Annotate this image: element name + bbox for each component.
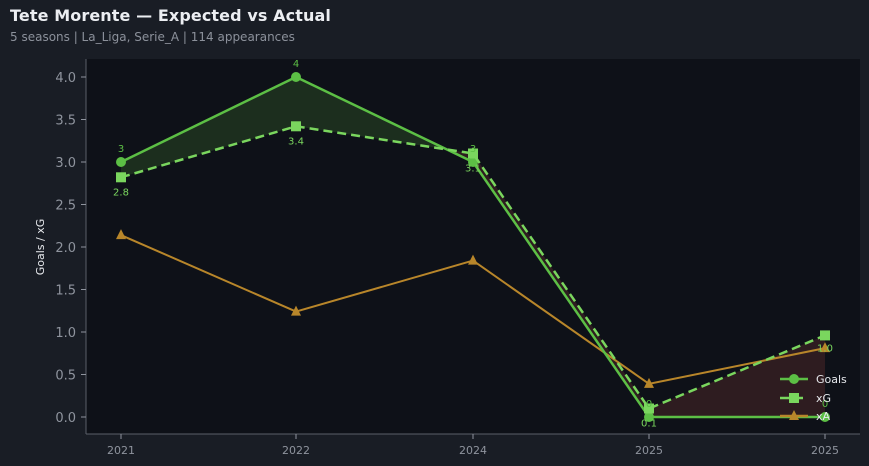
legend-circle-icon [789, 374, 799, 384]
goals-data-label: 3 [118, 144, 124, 155]
xg-marker-square-icon [116, 172, 126, 183]
goals-marker-circle-icon [291, 72, 301, 82]
fill-region [121, 77, 296, 178]
y-tick-label: 2.5 [55, 199, 76, 214]
x-tick-label: 2025 [635, 444, 663, 457]
xa-marker-triangle-icon [116, 229, 126, 240]
xg-line [120, 125, 826, 411]
xa-marker-triangle-icon [468, 254, 478, 265]
legend-triangle-icon [789, 410, 799, 420]
y-tick-label: 4.0 [55, 71, 76, 86]
legend-item-goals: Goals [780, 373, 847, 386]
y-tick-label: 0.0 [55, 411, 76, 426]
legend-item-xa: xA [780, 410, 831, 423]
y-tick-label: 2.0 [55, 241, 76, 256]
legend-label: xA [816, 410, 831, 423]
y-tick-label: 1.0 [55, 326, 76, 341]
chart-title: Tete Morente — Expected vs Actual [10, 6, 331, 25]
goals-marker-circle-icon [644, 412, 654, 422]
goals-data-label: 0 [822, 399, 828, 410]
legend-label: xG [816, 392, 831, 405]
legend-square-icon [789, 393, 799, 403]
xa-marker-triangle-icon [644, 377, 654, 388]
axes: 0.0 0.5 1.0 1.5 2.0 2.5 3.0 3.5 4.0 2021 2022 2024 2… [34, 59, 860, 457]
x-tick-label: 2021 [107, 444, 135, 457]
goals-marker-circle-icon [116, 157, 126, 167]
xg-data-label: 3.4 [288, 136, 304, 147]
goals-data-label: 4 [293, 59, 299, 70]
goals-marker-circle-icon [820, 412, 830, 422]
y-axis-label: Goals / xG [34, 219, 47, 276]
x-tick-label: 2022 [282, 444, 310, 457]
legend-item-xg: xG [780, 392, 831, 405]
y-tick-label: 3.5 [55, 114, 76, 129]
series-lines [116, 72, 830, 422]
xg-data-label: 0.1 [641, 419, 657, 430]
goals-marker-circle-icon [468, 157, 478, 167]
x-tick-label: 2025 [811, 444, 839, 457]
xg-data-label: 2.8 [113, 187, 129, 198]
xg-marker-square-icon [820, 330, 830, 341]
y-tick-label: 3.0 [55, 156, 76, 171]
xa-marker-triangle-icon [820, 342, 830, 353]
xg-marker-square-icon [644, 403, 654, 414]
goals-data-label: 0 [646, 399, 652, 410]
legend-label: Goals [816, 373, 847, 386]
fill-region [649, 335, 825, 417]
legend: Goals xG xA [780, 373, 847, 423]
xa-marker-triangle-icon [291, 305, 301, 316]
chart-subtitle: 5 seasons | La_Liga, Serie_A | 114 appea… [10, 30, 295, 44]
x-tick-label: 2024 [459, 444, 487, 457]
xg-data-label: 1.0 [817, 343, 833, 354]
y-tick-label: 0.5 [55, 369, 76, 384]
goals-data-label: 3 [470, 144, 476, 155]
y-tick-label: 1.5 [55, 284, 76, 299]
xg-marker-square-icon [291, 121, 301, 132]
xg-marker-square-icon [468, 148, 478, 159]
xg-data-label: 3.1 [465, 164, 481, 175]
data-labels: 3 4 3 0 0 2.8 3.4 3.1 0.1 1.0 [113, 59, 833, 430]
